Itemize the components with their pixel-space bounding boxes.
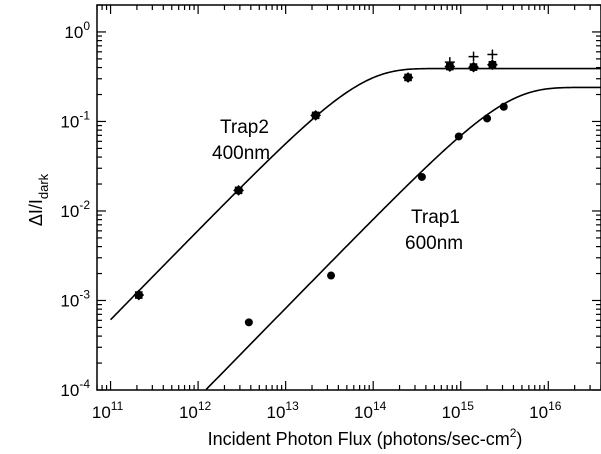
x-tick-label: 1012 <box>179 399 212 422</box>
y-tick-label: 100 <box>64 19 90 42</box>
fit-curve-2 <box>205 86 601 391</box>
y-tick-label-base: 10 <box>60 112 79 131</box>
x-tick-label: 1016 <box>529 399 562 422</box>
axis-ticks <box>96 4 601 391</box>
y-tick-label: 10-4 <box>60 377 90 400</box>
x-tick-labels: 1011 1012 1013 1014 1015 1016 <box>92 399 562 422</box>
x-tick-label-exp: 14 <box>373 399 387 413</box>
y-tick-label-exp: -1 <box>79 108 90 122</box>
x-axis-label: Incident Photon Flux (photons/sec-cm2) <box>208 426 523 449</box>
data-point-circle <box>483 114 492 123</box>
y-axis-label-main: ΔI/I <box>26 199 46 226</box>
annotation-trap2-line2: 400nm <box>212 143 270 164</box>
x-tick-label-exp: 13 <box>285 399 299 413</box>
x-axis-label-end: ) <box>516 429 522 449</box>
y-tick-label: 10-2 <box>60 198 90 221</box>
y-tick-label-exp: -4 <box>79 377 90 391</box>
x-tick-label: 1014 <box>354 399 387 422</box>
x-tick-label-exp: 16 <box>548 399 562 413</box>
x-tick-label-exp: 11 <box>111 399 124 413</box>
x-tick-label-base: 10 <box>179 403 198 422</box>
y-tick-label-base: 10 <box>60 291 79 310</box>
data-point-circle <box>454 132 463 141</box>
data-point-circle <box>417 172 426 181</box>
x-tick-label: 1011 <box>92 399 124 422</box>
y-tick-label-base: 10 <box>60 381 79 400</box>
fit-curve-1 <box>109 67 601 321</box>
data-point-plus <box>468 51 479 62</box>
y-axis-label-sub: dark <box>36 173 51 199</box>
data-point-star <box>487 59 498 71</box>
data-points <box>133 49 508 327</box>
data-point-star <box>468 61 479 73</box>
x-tick-label-base: 10 <box>354 403 373 422</box>
data-point-star <box>133 289 145 301</box>
y-tick-label-exp: 0 <box>83 19 90 33</box>
data-point-circle <box>499 102 508 111</box>
data-point-circle <box>244 318 253 327</box>
y-tick-label-exp: -2 <box>79 198 90 212</box>
data-point-star <box>233 184 244 196</box>
x-tick-label-base: 10 <box>92 403 111 422</box>
y-tick-label: 10-3 <box>60 287 90 310</box>
y-tick-label: 10-1 <box>60 108 90 131</box>
x-axis-label-main: Incident Photon Flux (photons/sec-cm <box>208 429 510 449</box>
y-tick-label-base: 10 <box>64 23 83 42</box>
data-point-circle <box>327 271 336 280</box>
x-tick-label: 1013 <box>267 399 300 422</box>
x-tick-label-exp: 12 <box>198 399 212 413</box>
x-axis-label-sup: 2 <box>510 426 517 440</box>
x-tick-label: 1015 <box>442 399 475 422</box>
y-tick-label-exp: -3 <box>79 287 90 301</box>
y-axis-label: ΔI/Idark <box>26 173 51 226</box>
fit-curves <box>109 67 601 391</box>
annotation-trap1-line2: 600nm <box>405 233 463 254</box>
annotation-trap2-line1: Trap2 <box>220 117 269 138</box>
plot-frame <box>96 4 601 391</box>
data-point-star <box>310 109 322 121</box>
data-point-plus <box>444 57 455 68</box>
data-point-star <box>402 72 414 83</box>
y-tick-label-base: 10 <box>60 202 79 221</box>
x-tick-label-exp: 15 <box>461 399 475 413</box>
x-tick-label-base: 10 <box>267 403 286 422</box>
x-tick-label-base: 10 <box>529 403 548 422</box>
x-tick-label-base: 10 <box>442 403 461 422</box>
data-point-plus <box>487 49 498 60</box>
annotation-trap1-line1: Trap1 <box>411 207 460 228</box>
